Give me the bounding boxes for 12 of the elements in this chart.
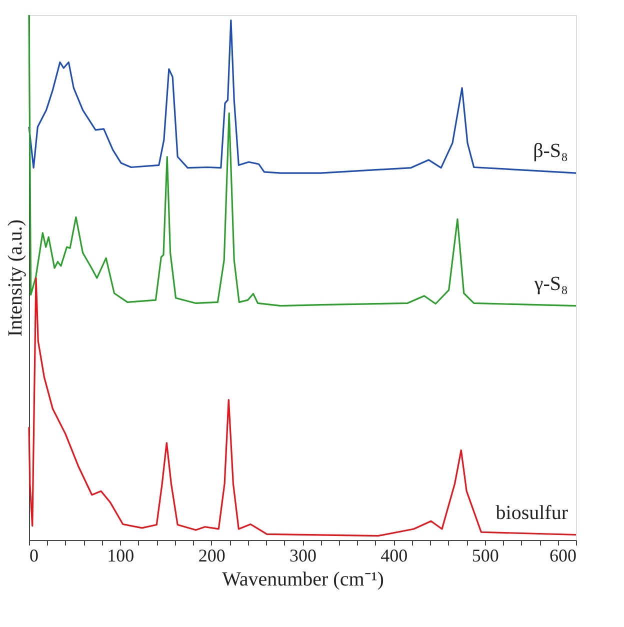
x-tick-label: 300	[290, 546, 316, 566]
y-axis-title: Intensity (a.u.)	[4, 219, 26, 337]
x-tick-label: 0	[30, 546, 38, 566]
series-label: γ-S₈	[533, 272, 568, 295]
series-label: β-S₈	[533, 140, 568, 162]
x-axis-title: Wavenumber (cm⁻¹)	[222, 568, 384, 590]
x-tick-label: 500	[472, 546, 499, 566]
x-tick-label: 400	[380, 546, 408, 566]
x-tick-label: 100	[107, 546, 134, 566]
x-tick-label: 600	[550, 546, 576, 566]
series-label: biosulfur	[496, 502, 568, 524]
x-tick-label: 200	[198, 546, 226, 566]
